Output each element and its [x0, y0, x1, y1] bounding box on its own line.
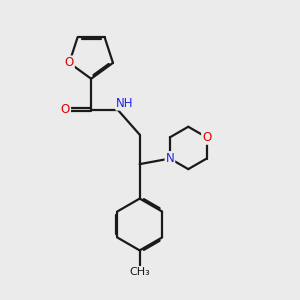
Text: N: N	[166, 152, 174, 165]
Text: NH: NH	[116, 97, 134, 110]
Text: O: O	[61, 103, 70, 116]
Text: O: O	[202, 131, 211, 144]
Text: O: O	[64, 56, 74, 69]
Text: CH₃: CH₃	[129, 267, 150, 277]
